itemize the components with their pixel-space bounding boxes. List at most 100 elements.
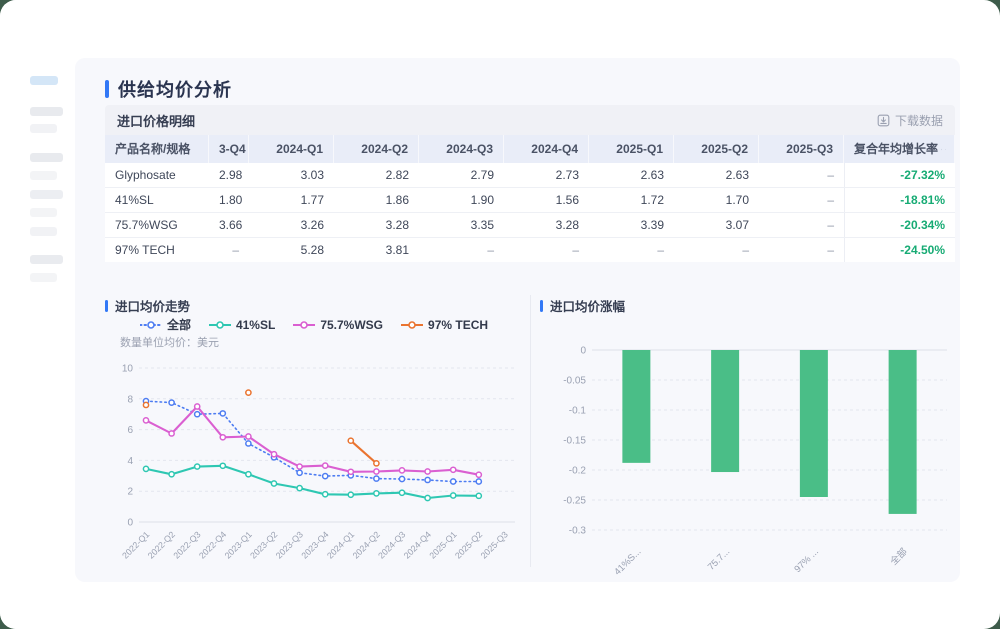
table-row: 41%SL 1.80 1.77 1.86 1.90 1.56 1.72 1.70 – -18.81…	[105, 188, 955, 213]
cagr-cell: -18.81%	[844, 188, 955, 212]
info-icon[interactable]	[941, 144, 943, 155]
data-point	[296, 484, 303, 492]
data-point	[193, 463, 201, 470]
cagr-column-header[interactable]: 复合年均增长率	[844, 135, 955, 163]
price-cell: 3.03	[300, 168, 324, 182]
legend-item-41%SL[interactable]: 41%SL	[208, 316, 275, 333]
series-全部	[142, 397, 483, 485]
download-icon	[877, 114, 890, 126]
column-header-label: 产品名称/规格	[115, 142, 191, 156]
data-point	[398, 467, 406, 474]
legend-item-全部[interactable]: 全部	[139, 316, 191, 333]
data-point	[475, 471, 483, 479]
svg-text:41%S...: 41%S...	[612, 546, 643, 575]
title-accent-bar	[105, 80, 109, 98]
x-axis-labels: 2022-Q12022-Q22022-Q32022-Q42023-Q12023-…	[120, 529, 510, 560]
price-cell: 3.35	[470, 218, 494, 232]
data-point	[245, 440, 252, 447]
chart-divider	[530, 295, 531, 567]
data-point	[168, 399, 175, 407]
column-header-label: 复合年均增长率	[854, 142, 939, 156]
data-table[interactable]: 产品名称/规格 3-Q4 2024-Q1 2024-Q2 2024-Q3 2024-Q4 2…	[105, 135, 955, 262]
data-point	[219, 433, 227, 441]
price-cell: –	[827, 193, 834, 207]
price-cell: –	[657, 243, 664, 257]
column-header-label: 2025-Q1	[616, 142, 663, 156]
svg-text:0: 0	[580, 346, 586, 357]
bars	[622, 350, 917, 514]
download-data-button[interactable]: 下载数据	[877, 112, 943, 129]
data-point	[424, 476, 431, 484]
price-cell: 5.28	[300, 243, 324, 257]
data-point	[168, 430, 175, 437]
legend-swatch	[401, 320, 424, 329]
data-point	[193, 410, 201, 418]
data-point	[449, 478, 457, 485]
y-grid: 0 -0.05 -0.1 -0.15 -0.2 -0.25 -0.3	[563, 346, 947, 537]
svg-text:0: 0	[127, 518, 133, 529]
svg-text:75.7...: 75.7...	[706, 546, 732, 572]
bar-全部	[888, 350, 917, 514]
price-cell: 1.77	[300, 193, 324, 207]
data-point	[321, 462, 329, 469]
svg-text:2025-Q3: 2025-Q3	[479, 529, 510, 560]
table-header-row: 产品名称/规格 3-Q4 2024-Q1 2024-Q2 2024-Q3 2024-Q4 2…	[105, 135, 955, 163]
download-label: 下载数据	[894, 113, 943, 128]
cagr-cell: -24.50%	[844, 238, 955, 262]
data-point	[475, 492, 483, 500]
product-name-cell: 41%SL	[115, 193, 154, 207]
price-cell: –	[572, 243, 579, 257]
data-point	[270, 450, 278, 458]
column-header: 2024-Q3	[419, 135, 504, 163]
price-cell: –	[232, 243, 239, 257]
legend-swatch	[139, 320, 162, 329]
column-header: 3-Q4	[209, 135, 249, 163]
column-header: 2025-Q2	[674, 135, 759, 163]
legend-item-75.7%WSG[interactable]: 75.7%WSG	[293, 316, 383, 333]
column-header-label: 2025-Q3	[786, 142, 833, 156]
line-chart-title: 进口均价走势	[115, 300, 191, 314]
svg-text:-0.15: -0.15	[563, 436, 586, 447]
chart-accent-bar	[540, 299, 543, 312]
series-75.7%WSG	[142, 403, 483, 479]
sidebar-skeleton-item	[30, 107, 63, 116]
legend-swatch	[293, 320, 316, 329]
data-point	[219, 410, 227, 417]
data-point	[398, 489, 406, 497]
price-cell: 3.26	[300, 218, 324, 232]
price-cell: 3.28	[555, 218, 579, 232]
line-chart-unit-label: 数量单位均价：美元	[120, 337, 219, 349]
svg-text:8: 8	[127, 394, 133, 405]
data-point	[193, 403, 201, 410]
price-cell: 3.07	[725, 218, 749, 232]
column-header: 2025-Q1	[589, 135, 674, 163]
sort-icon[interactable]	[945, 144, 946, 155]
sidebar-skeleton-item	[30, 153, 63, 162]
data-point	[245, 389, 252, 396]
table-row: Glyphosate 2.98 3.03 2.82 2.79 2.73 2.63 2.63 – -…	[105, 163, 955, 188]
legend-label: 全部	[166, 318, 191, 332]
data-point	[347, 437, 355, 445]
sidebar-skeleton-item	[30, 208, 57, 217]
svg-text:全部: 全部	[888, 546, 910, 568]
data-point	[168, 470, 175, 478]
sidebar-skeleton-item	[30, 124, 57, 133]
column-header: 产品名称/规格	[105, 135, 209, 163]
price-cell: –	[827, 218, 834, 232]
price-cell: –	[487, 243, 494, 257]
table-row: 75.7%WSG 3.66 3.26 3.28 3.35 3.28 3.39 3.07 – -20…	[105, 213, 955, 238]
table-section-title: 进口价格明细	[117, 113, 196, 129]
sidebar-skeleton-item	[30, 190, 63, 199]
series-97% TECH	[142, 389, 380, 467]
column-header: 2025-Q3	[759, 135, 844, 163]
bar-chart-title: 进口均价涨幅	[550, 300, 626, 314]
price-cell: 2.82	[385, 168, 409, 182]
chart-accent-bar	[105, 299, 108, 312]
column-header: 2024-Q1	[249, 135, 334, 163]
data-point	[219, 462, 227, 470]
bar-chart: 0 -0.05 -0.1 -0.15 -0.2 -0.25 -0.3 41%S... 75.7.…	[563, 346, 947, 575]
main-panel: 供给均价分析 进口价格明细 下载数据 产品名称/规格 3-Q4 2024-Q1 202…	[75, 58, 960, 582]
bar-75.7...	[711, 350, 740, 473]
price-cell: –	[827, 168, 834, 182]
legend-item-97% TECH[interactable]: 97% TECH	[401, 316, 488, 333]
